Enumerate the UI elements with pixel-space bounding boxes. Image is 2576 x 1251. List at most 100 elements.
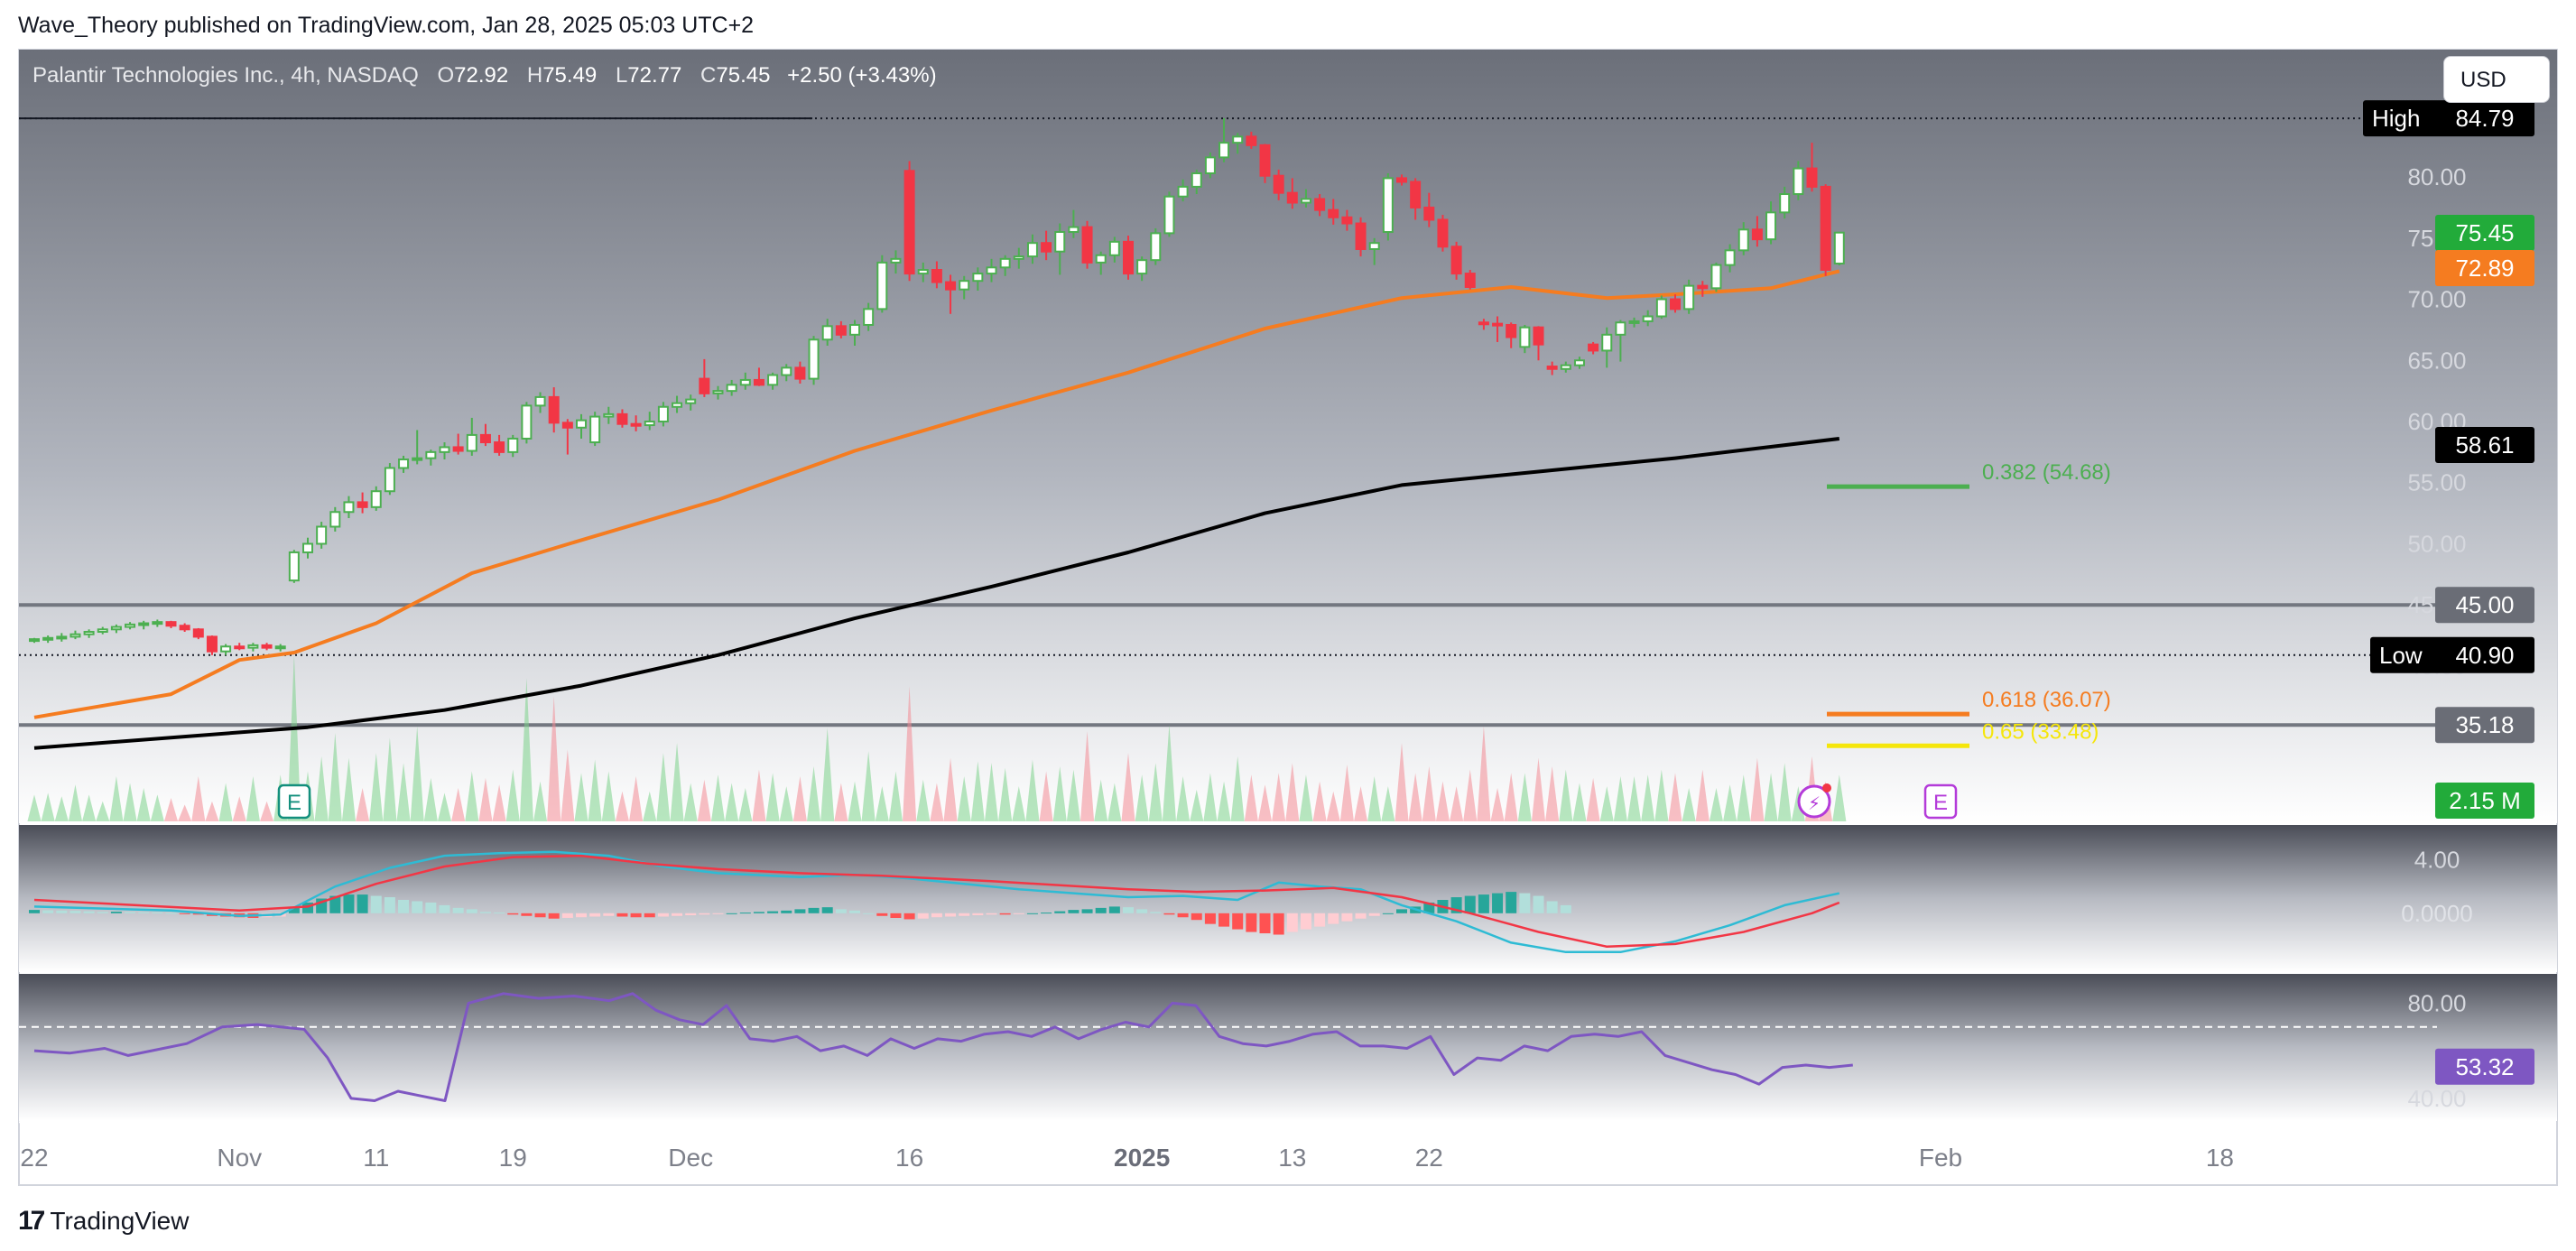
macd-histogram-bar: [1273, 913, 1284, 935]
candle-body: [1806, 167, 1818, 188]
macd-histogram-bar: [370, 895, 382, 913]
volume-bar: [163, 798, 179, 821]
volume-bar: [1066, 769, 1080, 821]
candle-body: [1054, 231, 1066, 253]
candle-body: [234, 645, 246, 650]
time-axis-label: Dec: [668, 1144, 713, 1172]
candle-body: [917, 269, 929, 275]
macd-histogram-bar: [917, 913, 929, 919]
macd-histogram-bar: [794, 909, 806, 913]
candle-body: [452, 446, 464, 452]
volume-bar: [903, 686, 917, 821]
volume-bar: [1107, 783, 1122, 821]
candle-body: [1779, 193, 1791, 214]
candle-body: [1765, 211, 1777, 241]
macd-histogram-bar: [999, 913, 1011, 915]
volume-bar: [1257, 784, 1273, 821]
price-tag: [2435, 250, 2534, 286]
candle-body: [576, 419, 587, 429]
price-axis-tick: 50.00: [2407, 530, 2466, 557]
candle-body: [1177, 185, 1189, 198]
candle-body: [1450, 246, 1462, 275]
candle-body: [97, 628, 108, 634]
macd-signal-line: [33, 854, 1840, 949]
candle-body: [1355, 222, 1367, 250]
macd-histogram-bar: [808, 907, 820, 913]
macd-histogram-bar: [1136, 909, 1148, 913]
ema200-line: [33, 437, 1840, 750]
macd-histogram-bar: [1095, 907, 1107, 913]
candle-body: [1519, 326, 1531, 348]
candle-body: [56, 635, 68, 640]
macd-histogram-bar: [753, 912, 764, 913]
volume-bar: [1176, 776, 1191, 821]
volume-bar: [792, 776, 807, 821]
macd-histogram-bar: [357, 894, 368, 913]
volume-bar: [1052, 765, 1067, 821]
volume-bar: [848, 781, 862, 821]
currency-button[interactable]: USD: [2443, 56, 2550, 103]
high-label: H: [526, 63, 543, 88]
volume-bar: [178, 804, 192, 821]
volume-bar: [205, 801, 219, 821]
candle-body: [1423, 206, 1435, 221]
price-tag-value: 58.61: [2455, 431, 2514, 459]
candle-body: [1259, 144, 1271, 177]
candle-body: [1601, 333, 1613, 352]
candle-body: [1273, 174, 1284, 194]
volume-bar: [519, 677, 533, 821]
time-axis-label: 18: [2206, 1144, 2234, 1172]
candle-body: [316, 525, 328, 545]
volume-bar: [136, 788, 151, 821]
volume-bar: [54, 796, 69, 821]
volume-bar: [1339, 764, 1354, 821]
candle-body: [1670, 298, 1681, 310]
earnings-marker-label: E: [1933, 791, 1948, 815]
candle-body: [274, 645, 286, 650]
high-tag-value: 84.79: [2455, 105, 2514, 132]
volume-bar: [656, 753, 671, 821]
time-axis-label: 13: [1278, 1144, 1306, 1172]
macd-histogram-bar: [479, 912, 491, 913]
candle-body: [1437, 218, 1449, 248]
volume-bar: [1312, 781, 1327, 821]
macd-histogram-bar: [986, 913, 997, 915]
candle-body: [1793, 167, 1804, 196]
volume-bar: [1230, 755, 1245, 821]
macd-histogram-bar: [972, 913, 984, 916]
candle-body: [1368, 242, 1380, 250]
volume-bar: [1545, 765, 1560, 821]
candle-body: [370, 490, 382, 508]
candle-body: [959, 280, 970, 291]
candle-body: [1026, 242, 1038, 258]
candle-body: [657, 405, 669, 423]
volume-bar: [1668, 773, 1682, 821]
volume-bar: [930, 783, 944, 821]
volume-bar: [68, 784, 83, 821]
macd-histogram-bar: [903, 913, 915, 920]
change-value: +2.50 (+3.43%): [787, 63, 937, 88]
close-label: C: [700, 63, 717, 88]
volume-bar: [1723, 784, 1737, 821]
candle-body: [1300, 198, 1311, 204]
candle-body: [903, 170, 915, 275]
volume-bar: [314, 755, 329, 821]
candle-body: [753, 378, 764, 386]
volume-bar: [478, 777, 493, 821]
candle-body: [152, 621, 163, 626]
volume-bar: [574, 773, 588, 821]
macd-histogram-bar: [1013, 913, 1024, 914]
ema50-line: [33, 269, 1840, 719]
candle-body: [808, 338, 820, 380]
candle-body: [767, 374, 779, 386]
volume-bar: [1572, 783, 1587, 821]
macd-histogram-bar: [452, 907, 464, 913]
candle-body: [548, 395, 560, 424]
macd-histogram-bar: [1286, 913, 1298, 932]
candle-body: [29, 638, 40, 643]
candle-body: [138, 622, 150, 626]
macd-histogram-bar: [849, 910, 860, 913]
macd-histogram-bar: [1368, 913, 1380, 916]
volume-bar: [1039, 771, 1053, 821]
